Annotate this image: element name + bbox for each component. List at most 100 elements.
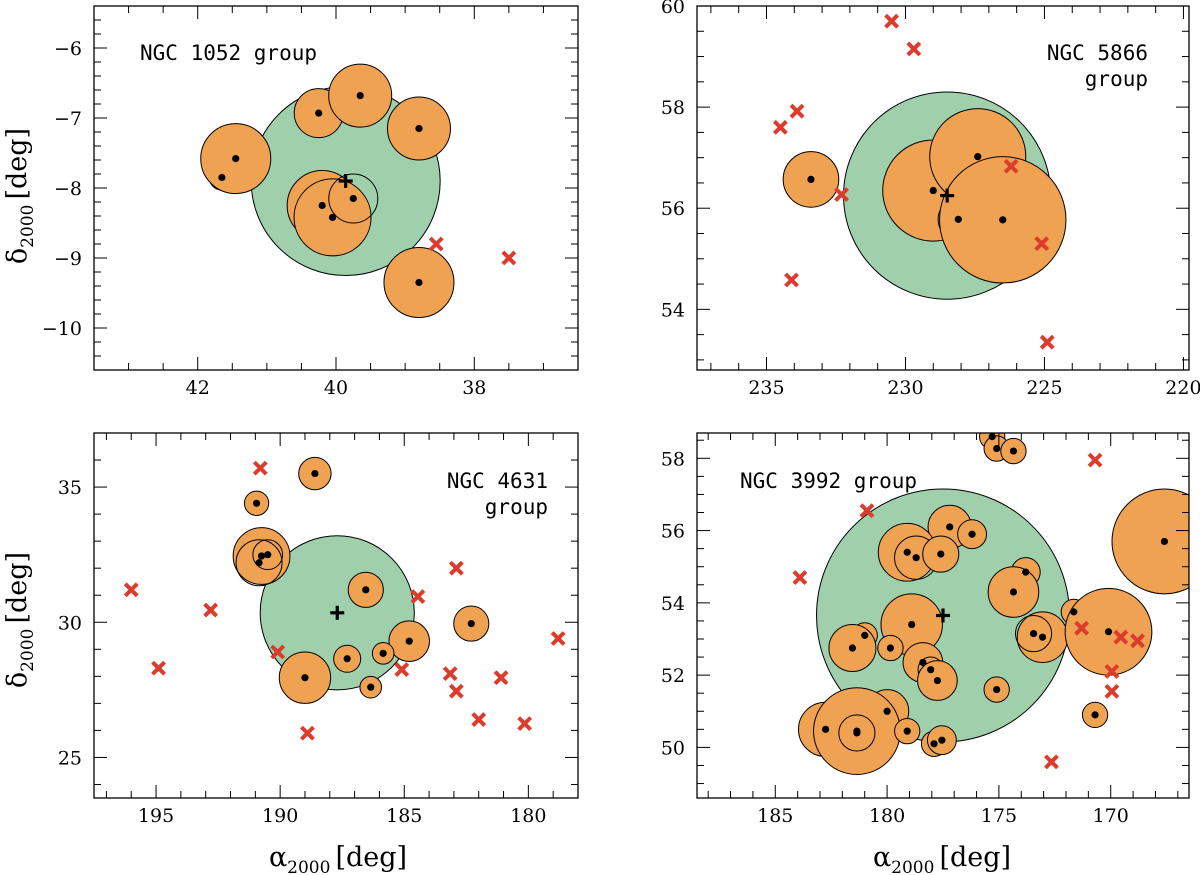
member-galaxy-point <box>999 216 1007 224</box>
group-center-marker <box>940 188 955 203</box>
x-tick-label: 38 <box>462 377 486 399</box>
member-galaxy-point <box>367 683 375 691</box>
member-galaxy-point <box>252 499 261 507</box>
member-galaxy-point <box>929 186 937 195</box>
y-tick-label: −8 <box>54 178 82 200</box>
member-galaxy-point <box>938 736 946 744</box>
nonmember-x-marker <box>448 683 464 699</box>
nonmember-x-marker <box>428 236 444 252</box>
plot-area <box>123 456 566 741</box>
y-tick-label: 50 <box>661 737 685 759</box>
panel-title: group <box>1085 67 1148 91</box>
y-tick-label: 25 <box>58 747 82 769</box>
nonmember-x-marker <box>501 250 517 266</box>
member-galaxy-point <box>264 551 272 559</box>
group-center-marker <box>936 608 950 623</box>
y-tick-label: −9 <box>54 248 82 270</box>
y-tick-label: −6 <box>54 38 82 60</box>
member-circle <box>328 173 379 224</box>
x-axis-label-right: α2000 [deg] <box>873 842 1011 875</box>
group-center-marker <box>330 605 345 620</box>
y-axis-label-top: δ2000[deg] <box>2 128 38 264</box>
x-tick-label: 220 <box>1165 377 1200 399</box>
nonmember-x-marker <box>1130 633 1145 649</box>
member-galaxy-point <box>954 215 962 223</box>
y-tick-label: −7 <box>54 108 82 130</box>
y-tick-label: 56 <box>661 198 685 220</box>
member-galaxy-point <box>1009 447 1018 455</box>
nonmember-x-marker <box>1074 620 1090 636</box>
nonmember-x-marker <box>448 560 464 576</box>
member-galaxy-point <box>315 109 323 117</box>
x-tick-label: 180 <box>510 805 546 827</box>
plot-frame <box>93 432 579 799</box>
nonmember-x-marker <box>270 644 286 660</box>
member-galaxy-point <box>379 649 387 657</box>
member-galaxy-point <box>930 740 938 748</box>
nonmember-x-marker <box>772 119 788 135</box>
panel-title: NGC 3992 group <box>740 469 917 493</box>
member-circle <box>1111 488 1189 595</box>
member-galaxy-point <box>1091 711 1099 719</box>
nonmember-x-marker <box>906 41 922 57</box>
member-galaxy-point <box>356 92 364 100</box>
panel-title: group <box>485 495 548 519</box>
member-galaxy-point <box>1029 629 1038 638</box>
plot-area <box>792 433 1189 776</box>
nonmember-x-marker <box>203 602 219 618</box>
nonmember-x-marker <box>550 631 566 646</box>
member-galaxy-point <box>405 637 413 645</box>
nonmember-x-marker <box>252 460 268 476</box>
x-axis-label-left: α2000 [deg] <box>269 842 407 875</box>
member-galaxy-point <box>328 213 337 221</box>
y-axis-label-bottom: δ2000[deg] <box>2 552 38 688</box>
nonmember-x-marker <box>784 272 799 288</box>
member-galaxy-point <box>903 727 911 735</box>
nonmember-x-marker <box>394 662 410 677</box>
member-galaxy-point <box>903 548 911 556</box>
member-galaxy-point <box>821 725 830 733</box>
y-tick-label: −10 <box>42 318 82 340</box>
y-tick-label: 54 <box>661 299 685 321</box>
x-tick-label: 185 <box>386 805 422 827</box>
y-tick-label: 30 <box>58 612 82 634</box>
member-circle <box>1015 615 1053 653</box>
member-galaxy-point <box>255 559 263 567</box>
member-galaxy-point <box>974 153 982 161</box>
x-tick-label: 230 <box>887 377 923 399</box>
nonmember-x-marker <box>1113 629 1129 645</box>
member-galaxy-point <box>1104 628 1113 636</box>
x-tick-label: 42 <box>186 377 210 399</box>
plot-frame <box>696 432 1190 799</box>
member-galaxy-point <box>937 550 945 558</box>
member-galaxy-point <box>1160 537 1168 546</box>
member-galaxy-point <box>919 658 927 667</box>
y-tick-label: 52 <box>661 665 685 687</box>
member-galaxy-point <box>927 666 935 674</box>
nonmember-x-marker <box>884 13 899 29</box>
member-circle <box>838 714 876 752</box>
member-galaxy-point <box>415 124 423 133</box>
member-galaxy-point <box>1022 568 1030 576</box>
member-galaxy-point <box>853 729 861 737</box>
panel-ngc3992: 185 180 175 170 50 52 54 56 58 NGC 3992 group <box>661 432 1190 827</box>
member-galaxy-point <box>886 644 895 652</box>
y-tick-label: 56 <box>661 521 685 543</box>
y-tick-label: 58 <box>661 448 685 470</box>
panel-ngc1052: 42 40 38 −6 −7 −8 −9 −10 NGC 1052 group <box>42 5 579 399</box>
member-galaxy-point <box>301 674 309 682</box>
member-circle <box>235 539 283 587</box>
panel-title: NGC 4631 <box>447 469 548 493</box>
nonmember-x-marker <box>442 666 458 682</box>
nonmember-x-marker <box>1039 334 1055 350</box>
nonmember-x-marker <box>1034 236 1050 252</box>
x-tick-label: 40 <box>324 377 348 399</box>
member-galaxy-point <box>1038 633 1047 641</box>
nonmember-x-marker <box>1044 754 1059 770</box>
nonmember-x-marker <box>471 712 487 728</box>
member-galaxy-point <box>988 433 996 441</box>
plot-area <box>200 63 517 318</box>
member-galaxy-point <box>861 631 869 639</box>
